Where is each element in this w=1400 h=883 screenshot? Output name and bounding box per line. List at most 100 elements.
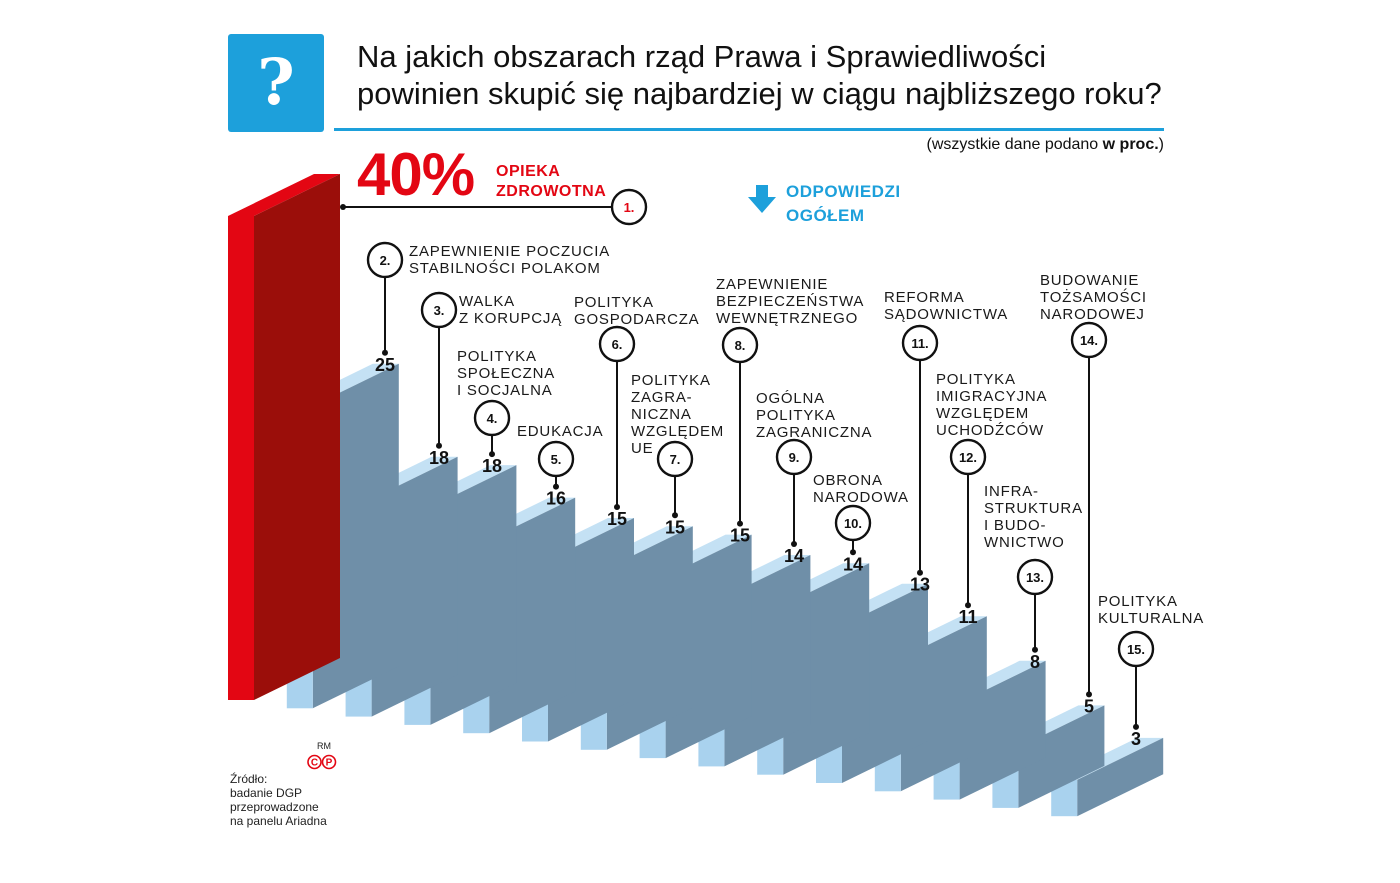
title-divider	[334, 128, 1164, 131]
leader-dot	[382, 349, 388, 356]
chart-title: Na jakich obszarach rząd Prawa i Sprawie…	[357, 38, 1177, 112]
category-label-line: POLITYKA	[1098, 593, 1178, 610]
source-line: przeprowadzone	[230, 800, 319, 814]
category-label-line: OBRONA	[813, 472, 883, 489]
category-label-line: GOSPODARCZA	[574, 311, 700, 328]
rank-label: 8.	[735, 338, 746, 353]
category-label-line: WEWNĘTRZNEGO	[716, 310, 859, 327]
units-note: (wszystkie dane podano w proc.)	[927, 136, 1164, 154]
bar-side-face	[1018, 705, 1105, 808]
value-label: 14	[784, 546, 804, 566]
bar-front-face	[228, 216, 254, 700]
rank-circle	[537, 440, 575, 478]
rank-circle	[834, 504, 872, 542]
legend-line-1: ODPOWIEDZI	[786, 182, 901, 201]
category-label-line: WZGLĘDEM	[631, 423, 725, 440]
category-label: POLITYKA ZAGRA- NICZNA WZGLĘDEM UE	[631, 372, 724, 457]
value-label: 15	[607, 509, 627, 529]
category-label-line: STRUKTURA	[984, 500, 1083, 517]
category-label: OGÓLNA POLITYKA ZAGRANICZNA	[756, 390, 872, 441]
value-label: 18	[429, 448, 449, 468]
category-label-line: INFRA-	[984, 483, 1039, 500]
leader-dot	[791, 541, 797, 547]
category-label-line: Z KORUPCJĄ	[459, 310, 563, 327]
category-label-line: UCHODŹCÓW	[936, 422, 1045, 439]
units-note-bold: w proc.	[1102, 136, 1159, 153]
bar-top-face	[228, 174, 340, 216]
title-line-1: Na jakich obszarach rząd Prawa i Sprawie…	[357, 39, 1047, 74]
value-label: 5	[1084, 696, 1094, 716]
leader-dot	[965, 602, 971, 609]
category-label: OBRONA NARODOWA	[813, 472, 909, 506]
rank-label: 4.	[487, 411, 498, 426]
leader-dot	[340, 204, 346, 210]
top-category-line-2: ZDROWOTNA	[496, 183, 607, 200]
category-label-line: POLITYKA	[457, 348, 537, 365]
category-label-line: NARODOWA	[813, 489, 909, 506]
value-label: 8	[1030, 652, 1040, 672]
category-label: ZAPEWNIENIE POCZUCIA STABILNOŚCI POLAKOM	[409, 243, 610, 277]
value-label: 13	[910, 575, 930, 595]
bar-side-face	[1077, 737, 1164, 817]
category-label-line: POLITYKA	[574, 294, 654, 311]
category-label-line: BUDOWANIE	[1040, 272, 1140, 289]
rank-label: 15.	[1127, 642, 1145, 657]
top-category-label: OPIEKA ZDROWOTNA	[496, 162, 606, 202]
category-label-line: POLITYKA	[631, 372, 711, 389]
rank-circle	[1070, 321, 1108, 359]
source-line: badanie DGP	[230, 786, 303, 800]
leader-dot	[1086, 691, 1092, 698]
source-note: Źródło: badanie DGP przeprowadzone na pa…	[230, 772, 327, 828]
category-label-line: SPOŁECZNA	[457, 365, 556, 382]
category-label-line: WALKA	[459, 293, 515, 310]
source-line: na panelu Ariadna	[230, 814, 327, 828]
category-label-line: POLITYKA	[936, 371, 1016, 388]
leader-dot	[1032, 646, 1038, 653]
leader-dot	[489, 451, 495, 458]
rank-circle	[420, 291, 458, 329]
rank-label: 2.	[380, 253, 391, 268]
rank-label: 12.	[959, 450, 977, 465]
arrow-down-icon	[748, 185, 776, 213]
category-label-line: I BUDO-	[984, 517, 1047, 534]
rank-circle	[610, 188, 648, 226]
legend: ODPOWIEDZI OGÓŁEM	[786, 180, 901, 228]
category-label-line: IMIGRACYJNA	[936, 388, 1048, 405]
leader-dot	[1133, 723, 1139, 730]
source-line: Źródło:	[230, 772, 268, 786]
category-label-line: ZAGRANICZNA	[756, 424, 873, 441]
category-label-line: STABILNOŚCI POLAKOM	[409, 260, 601, 277]
svg-text:C: C	[311, 758, 318, 769]
category-label: POLITYKA IMIGRACYJNA WZGLĘDEM UCHODŹCÓW	[936, 371, 1047, 439]
rank-circle	[598, 325, 636, 363]
rank-label: 7.	[670, 452, 681, 467]
value-label: 11	[958, 607, 977, 627]
category-label-line: SĄDOWNICTWA	[884, 306, 1009, 323]
value-label: 3	[1131, 729, 1141, 749]
category-label-line: NARODOWEJ	[1040, 306, 1145, 323]
leader-dot	[614, 504, 620, 510]
category-label: EDUKACJA	[517, 423, 603, 440]
category-label: POLITYKA SPOŁECZNA I SOCJALNA	[457, 348, 555, 399]
rank-label: 6.	[612, 337, 623, 352]
question-mark-icon: ?	[228, 34, 324, 132]
category-label: BUDOWANIE TOŻSAMOŚCI NARODOWEJ	[1040, 272, 1147, 323]
category-label-line: OGÓLNA	[756, 390, 825, 407]
rank-circle	[775, 438, 813, 476]
value-label: 25	[375, 355, 395, 375]
category-label: POLITYKA KULTURALNA	[1098, 593, 1204, 627]
value-label: 14	[843, 554, 863, 574]
rank-circle	[473, 399, 511, 437]
title-line-2: powinien skupić się najbardziej w ciągu …	[357, 76, 1162, 111]
category-label-line: BEZPIECZEŃSTWA	[716, 293, 865, 310]
category-label-line: ZAPEWNIENIE	[716, 276, 829, 293]
leader-dot	[737, 520, 743, 527]
category-label: INFRA- STRUKTURA I BUDO- WNICTWO	[984, 483, 1083, 551]
category-label-line: EDUKACJA	[517, 423, 604, 440]
category-label-line: REFORMA	[884, 289, 965, 306]
category-label: REFORMA SĄDOWNICTWA	[884, 289, 1008, 323]
rank-circle	[721, 326, 759, 364]
leader-dot	[672, 512, 678, 519]
bar	[228, 174, 340, 700]
